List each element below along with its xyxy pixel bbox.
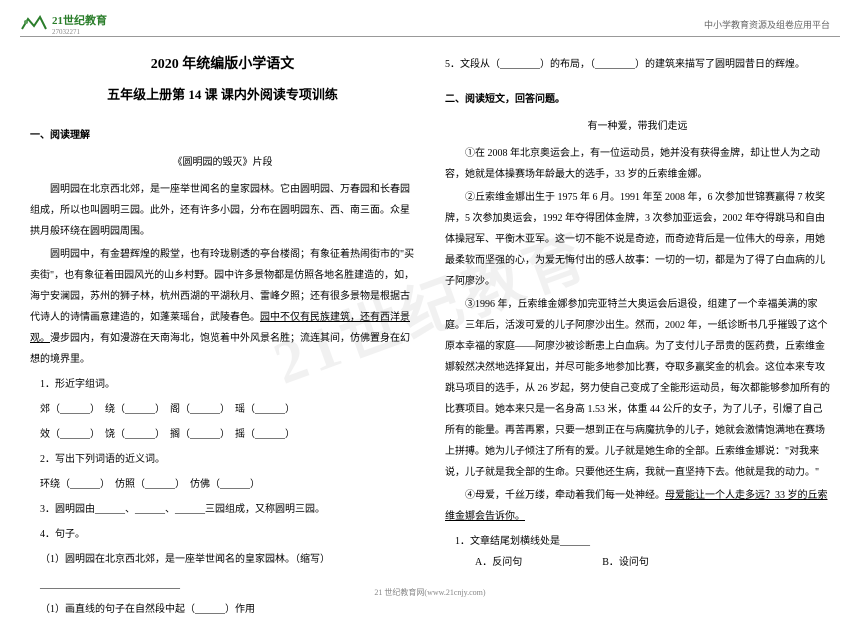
question-4: 4．句子。 xyxy=(30,524,415,545)
passage-para-2: 圆明园中，有金碧辉煌的殿堂，也有玲珑剔透的亭台楼阁；有象征着热闹街市的"买卖街"… xyxy=(30,244,415,370)
question-4-1: （1）圆明园在北京西北郊，是一座举世闻名的皇家园林。（缩写） xyxy=(30,549,415,570)
header-divider xyxy=(20,36,840,37)
question-5: 5．文段从（________）的布局，（________）的建筑来描写了圆明园昔… xyxy=(445,54,830,75)
page-content: 2020 年统编版小学语文 五年级上册第 14 课 课内外阅读专项训练 一、阅读… xyxy=(30,50,830,578)
p2-end: 漫步园内，有如漫游在天南海北，饱览着中外风景名胜；流连其间，仿佛置身在幻想的境界… xyxy=(30,333,410,365)
passage2-para-4: ④母爱，千丝万缕，牵动着我们每一处神经。母爱能让一个人走多远？33 岁的丘索维金… xyxy=(445,485,830,527)
question-3: 3．圆明园由______、______、______三园组成，又称圆明三园。 xyxy=(30,499,415,520)
sub-question-1: 1．文章结尾划横线处是______ xyxy=(445,531,830,552)
article-title-1: 《圆明园的毁灭》片段 xyxy=(30,152,415,173)
section-1-heading: 一、阅读理解 xyxy=(30,125,415,146)
p4-start: ④母爱，千丝万缕，牵动着我们每一处神经。 xyxy=(465,490,665,501)
logo-text: 21世纪教育 xyxy=(52,12,107,28)
logo-icon xyxy=(20,14,48,34)
right-column: 5．文段从（________）的布局，（________）的建筑来描写了圆明园昔… xyxy=(445,50,830,578)
question-1-line2: 效（______） 饶（______） 搁（______） 摇（______） xyxy=(30,424,415,445)
option-a: A．反问句 xyxy=(475,557,522,568)
question-1-line1: 郊（______） 绕（______） 阁（______） 瑶（______） xyxy=(30,399,415,420)
left-column: 2020 年统编版小学语文 五年级上册第 14 课 课内外阅读专项训练 一、阅读… xyxy=(30,50,415,578)
passage2-para-3: ③1996 年，丘索维金娜参加完亚特兰大奥运会后退役，组建了一个幸福美满的家庭。… xyxy=(445,294,830,483)
passage2-para-1: ①在 2008 年北京奥运会上，有一位运动员，她并没有获得金牌，却让世人为之动容… xyxy=(445,143,830,185)
question-1: 1．形近字组词。 xyxy=(30,374,415,395)
article-title-2: 有一种爱，带我们走远 xyxy=(445,116,830,137)
title-main: 2020 年统编版小学语文 xyxy=(30,50,415,79)
title-sub: 五年级上册第 14 课 课内外阅读专项训练 xyxy=(30,81,415,108)
option-b: B．设问句 xyxy=(602,557,649,568)
passage2-para-2: ②丘索维金娜出生于 1975 年 6 月。1991 年至 2008 年，6 次参… xyxy=(445,187,830,292)
passage-para-1: 圆明园在北京西北郊，是一座举世闻名的皇家园林。它由圆明园、万春园和长春园组成，所… xyxy=(30,179,415,242)
section-2-heading: 二、阅读短文，回答问题。 xyxy=(445,89,830,110)
question-4-2: （1）画直线的句子在自然段中起（______）作用 xyxy=(30,599,415,620)
site-logo: 21世纪教育 27032271 xyxy=(20,12,107,36)
sub-question-1-options: A．反问句 B．设问句 xyxy=(475,552,830,573)
header-platform-text: 中小学教育资源及组卷应用平台 xyxy=(704,18,830,31)
question-2-line: 环绕（______） 仿照（______） 仿佛（______） xyxy=(30,474,415,495)
question-4-blank: ____________________________ xyxy=(30,574,415,595)
logo-sub: 27032271 xyxy=(52,28,107,36)
question-2: 2．写出下列词语的近义词。 xyxy=(30,449,415,470)
